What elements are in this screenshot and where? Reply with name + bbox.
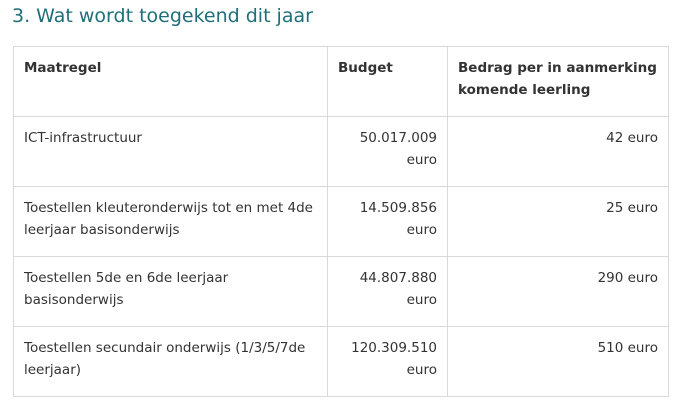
cell-text: Toestellen secundair onderwijs (1/3/5/7d… [24, 340, 306, 378]
cell-bedrag: 25 euro [447, 186, 669, 257]
cell-text: 290 euro [597, 270, 658, 286]
section-title: 3. Wat wordt toegekend dit jaar [12, 5, 313, 27]
table-row: ICT-infrastructuur 50.017.009 euro 42 eu… [13, 116, 669, 187]
cell-maatregel: Toestellen kleuteronderwijs tot en met 4… [13, 186, 328, 257]
cell-bedrag: 290 euro [447, 256, 669, 327]
cell-budget: 44.807.880 euro [327, 256, 448, 327]
cell-text: Toestellen 5de en 6de leerjaar basisonde… [24, 270, 229, 308]
cell-budget: 14.509.856 euro [327, 186, 448, 257]
cell-maatregel: ICT-infrastructuur [13, 116, 328, 187]
column-header-maatregel: Maatregel [13, 46, 328, 117]
cell-bedrag: 42 euro [447, 116, 669, 187]
column-header-bedrag: Bedrag per in aanmerking komende leerlin… [447, 46, 669, 117]
column-header-label: Bedrag per in aanmerking komende leerlin… [458, 60, 657, 98]
cell-text: Toestellen kleuteronderwijs tot en met 4… [24, 200, 313, 238]
table-row: Toestellen secundair onderwijs (1/3/5/7d… [13, 326, 669, 397]
column-header-label: Budget [338, 60, 393, 76]
cell-budget: 50.017.009 euro [327, 116, 448, 187]
cell-text: 510 euro [597, 340, 658, 356]
column-header-budget: Budget [327, 46, 448, 117]
cell-text: 44.807.880 euro [359, 270, 437, 308]
cell-bedrag: 510 euro [447, 326, 669, 397]
cell-text: 50.017.009 euro [359, 130, 437, 168]
cell-budget: 120.309.510 euro [327, 326, 448, 397]
cell-text: 42 euro [606, 130, 658, 146]
cell-text: 25 euro [606, 200, 658, 216]
table-row: Toestellen kleuteronderwijs tot en met 4… [13, 186, 669, 257]
cell-maatregel: Toestellen secundair onderwijs (1/3/5/7d… [13, 326, 328, 397]
cell-text: 120.309.510 euro [351, 340, 437, 378]
cell-text: ICT-infrastructuur [24, 130, 142, 146]
cell-maatregel: Toestellen 5de en 6de leerjaar basisonde… [13, 256, 328, 327]
table-row: Toestellen 5de en 6de leerjaar basisonde… [13, 256, 669, 327]
table-header-row: Maatregel Budget Bedrag per in aanmerkin… [13, 46, 669, 117]
cell-text: 14.509.856 euro [359, 200, 437, 238]
column-header-label: Maatregel [24, 60, 102, 76]
budget-table: Maatregel Budget Bedrag per in aanmerkin… [13, 46, 669, 397]
